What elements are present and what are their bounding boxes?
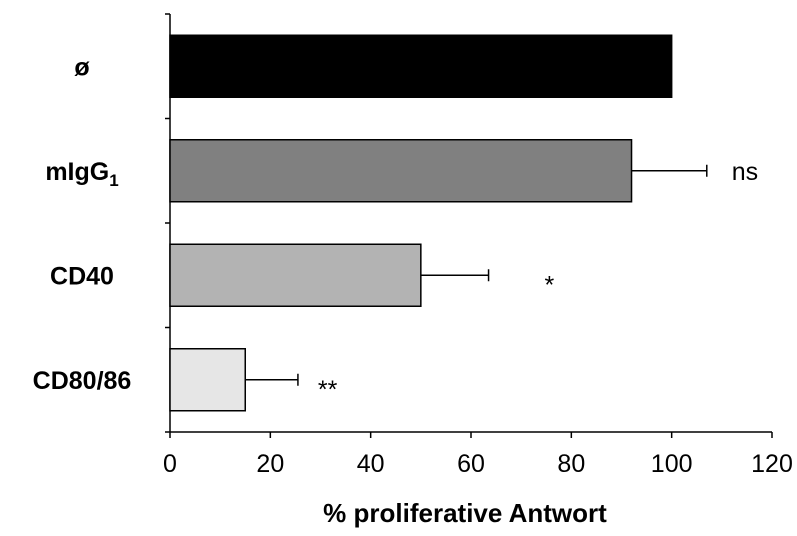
category-label: CD80/86 xyxy=(33,367,132,395)
category-label: ø xyxy=(74,53,90,81)
category-label-subscript: 1 xyxy=(109,171,118,190)
category-label: mIgG1 xyxy=(45,158,118,190)
x-tick-label: 0 xyxy=(163,450,177,478)
labels: ø mIgG1 ns CD40 * CD80/86 ** xyxy=(33,53,759,404)
x-tick-label: 80 xyxy=(557,450,585,478)
bar xyxy=(169,243,422,307)
bar xyxy=(169,348,246,412)
significance-label: ns xyxy=(732,158,758,186)
bar xyxy=(169,34,673,98)
category-label-main: ø xyxy=(74,53,90,81)
x-tick-label: 20 xyxy=(256,450,284,478)
category-label-main: mIgG xyxy=(45,158,109,186)
significance-label: * xyxy=(545,271,555,299)
x-axis-label: % proliferative Antwort xyxy=(323,498,607,528)
x-tick-label: 120 xyxy=(751,450,793,478)
category-label-main: CD40 xyxy=(50,262,114,290)
error-bars xyxy=(245,164,708,386)
x-tick-label: 40 xyxy=(357,450,385,478)
category-label-main: CD80/86 xyxy=(33,367,132,395)
axes: 0 20 40 60 80 100 120 xyxy=(163,13,793,478)
bars xyxy=(169,34,673,412)
bar xyxy=(169,139,633,203)
x-tick-label: 60 xyxy=(457,450,485,478)
x-tick-label: 100 xyxy=(651,450,693,478)
category-label: CD40 xyxy=(50,262,114,290)
significance-label: ** xyxy=(318,376,338,404)
